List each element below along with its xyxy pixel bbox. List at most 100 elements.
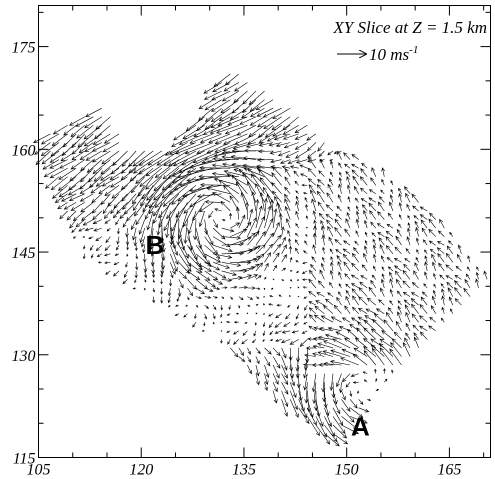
wind-vector (167, 159, 197, 179)
wind-vector (213, 296, 218, 299)
wind-vector (202, 125, 222, 135)
wind-vector (390, 342, 402, 357)
wind-vector (199, 133, 222, 143)
wind-vector (360, 168, 368, 177)
wind-vector (92, 133, 111, 145)
wind-vector (92, 210, 103, 221)
wind-vector (83, 125, 102, 140)
wind-vector (223, 82, 239, 92)
wind-vector (165, 210, 171, 239)
wind-vector (351, 283, 359, 289)
wind-vector (35, 150, 51, 166)
wind-vector (222, 133, 248, 145)
wind-vector (92, 219, 102, 224)
wind-vector (195, 287, 205, 295)
wind-vector (311, 256, 317, 263)
wind-vector (209, 125, 231, 134)
wind-vector (66, 210, 77, 221)
wind-vector (396, 290, 402, 297)
wind-vector (268, 313, 274, 317)
wind-vector (244, 321, 248, 324)
wind-vector (204, 236, 218, 255)
wind-vector (327, 225, 334, 237)
wind-vector (338, 162, 342, 169)
wind-vector (169, 279, 173, 287)
wind-vector (224, 125, 248, 135)
wind-vector (214, 133, 239, 145)
y-tick-label: 115 (13, 451, 36, 468)
wind-vector (463, 287, 471, 297)
wind-vector (211, 99, 231, 112)
wind-vector (204, 253, 222, 263)
wind-vector (255, 304, 259, 306)
wind-vector (389, 194, 394, 203)
wind-vector (116, 245, 120, 251)
wind-vector (303, 356, 308, 371)
wind-vector (83, 245, 86, 250)
wind-vector (273, 133, 291, 141)
wind-vector (295, 190, 299, 195)
wind-vector (384, 378, 388, 383)
wind-vector (307, 416, 320, 437)
wind-vector (288, 245, 293, 254)
wind-vector (272, 373, 279, 385)
wind-vector (69, 219, 77, 229)
wind-vector (359, 281, 368, 289)
wind-vector (255, 262, 264, 272)
wind-vector (241, 107, 257, 119)
wind-vector (183, 219, 188, 244)
wind-vector (80, 167, 94, 183)
wind-vector (334, 238, 342, 246)
wind-vector (160, 296, 164, 304)
wind-vector (483, 270, 488, 280)
wind-vector (113, 262, 120, 265)
wind-vector (281, 382, 289, 395)
wind-vector (171, 159, 205, 177)
wind-vector (247, 263, 260, 272)
axis-ticks (38, 5, 491, 458)
wind-vector (324, 333, 342, 340)
wind-vector (201, 329, 205, 332)
wind-vector (439, 274, 445, 280)
wind-vector (304, 353, 316, 358)
wind-vector (345, 283, 351, 289)
wind-vector (345, 295, 351, 306)
wind-vector (220, 200, 231, 212)
wind-vector (143, 262, 148, 273)
wind-vector (187, 245, 202, 268)
wind-vector (242, 99, 257, 114)
wind-vector (199, 165, 231, 170)
wind-vector (247, 356, 252, 363)
wind-vector (145, 159, 171, 177)
wind-vector (359, 187, 368, 195)
wind-vector (117, 228, 120, 235)
wind-vector (298, 382, 303, 402)
wind-vector (152, 193, 171, 217)
wind-vector (445, 252, 454, 263)
wind-vector (373, 265, 377, 272)
wind-vector (340, 357, 359, 366)
wind-vector (195, 296, 202, 299)
wind-vector (272, 125, 291, 137)
wind-vector (264, 262, 269, 272)
wind-vector (352, 175, 359, 186)
wind-vector (329, 171, 334, 177)
wind-vector (313, 314, 325, 323)
wind-vector (133, 236, 138, 247)
wind-vector (317, 280, 325, 289)
wind-vector (126, 210, 137, 222)
wind-vector (403, 186, 411, 194)
wind-vector (329, 248, 334, 254)
wind-vector (214, 142, 239, 153)
wind-vector (255, 356, 260, 365)
wind-vector (307, 150, 317, 159)
wind-vector (330, 349, 351, 357)
wind-vector (187, 262, 203, 273)
wind-vector (170, 270, 174, 279)
wind-vector (315, 424, 331, 445)
wind-vector (320, 262, 325, 272)
wind-vector (54, 193, 68, 204)
wind-vector (221, 218, 226, 222)
wind-vector (329, 373, 334, 391)
wind-vector (236, 125, 257, 136)
